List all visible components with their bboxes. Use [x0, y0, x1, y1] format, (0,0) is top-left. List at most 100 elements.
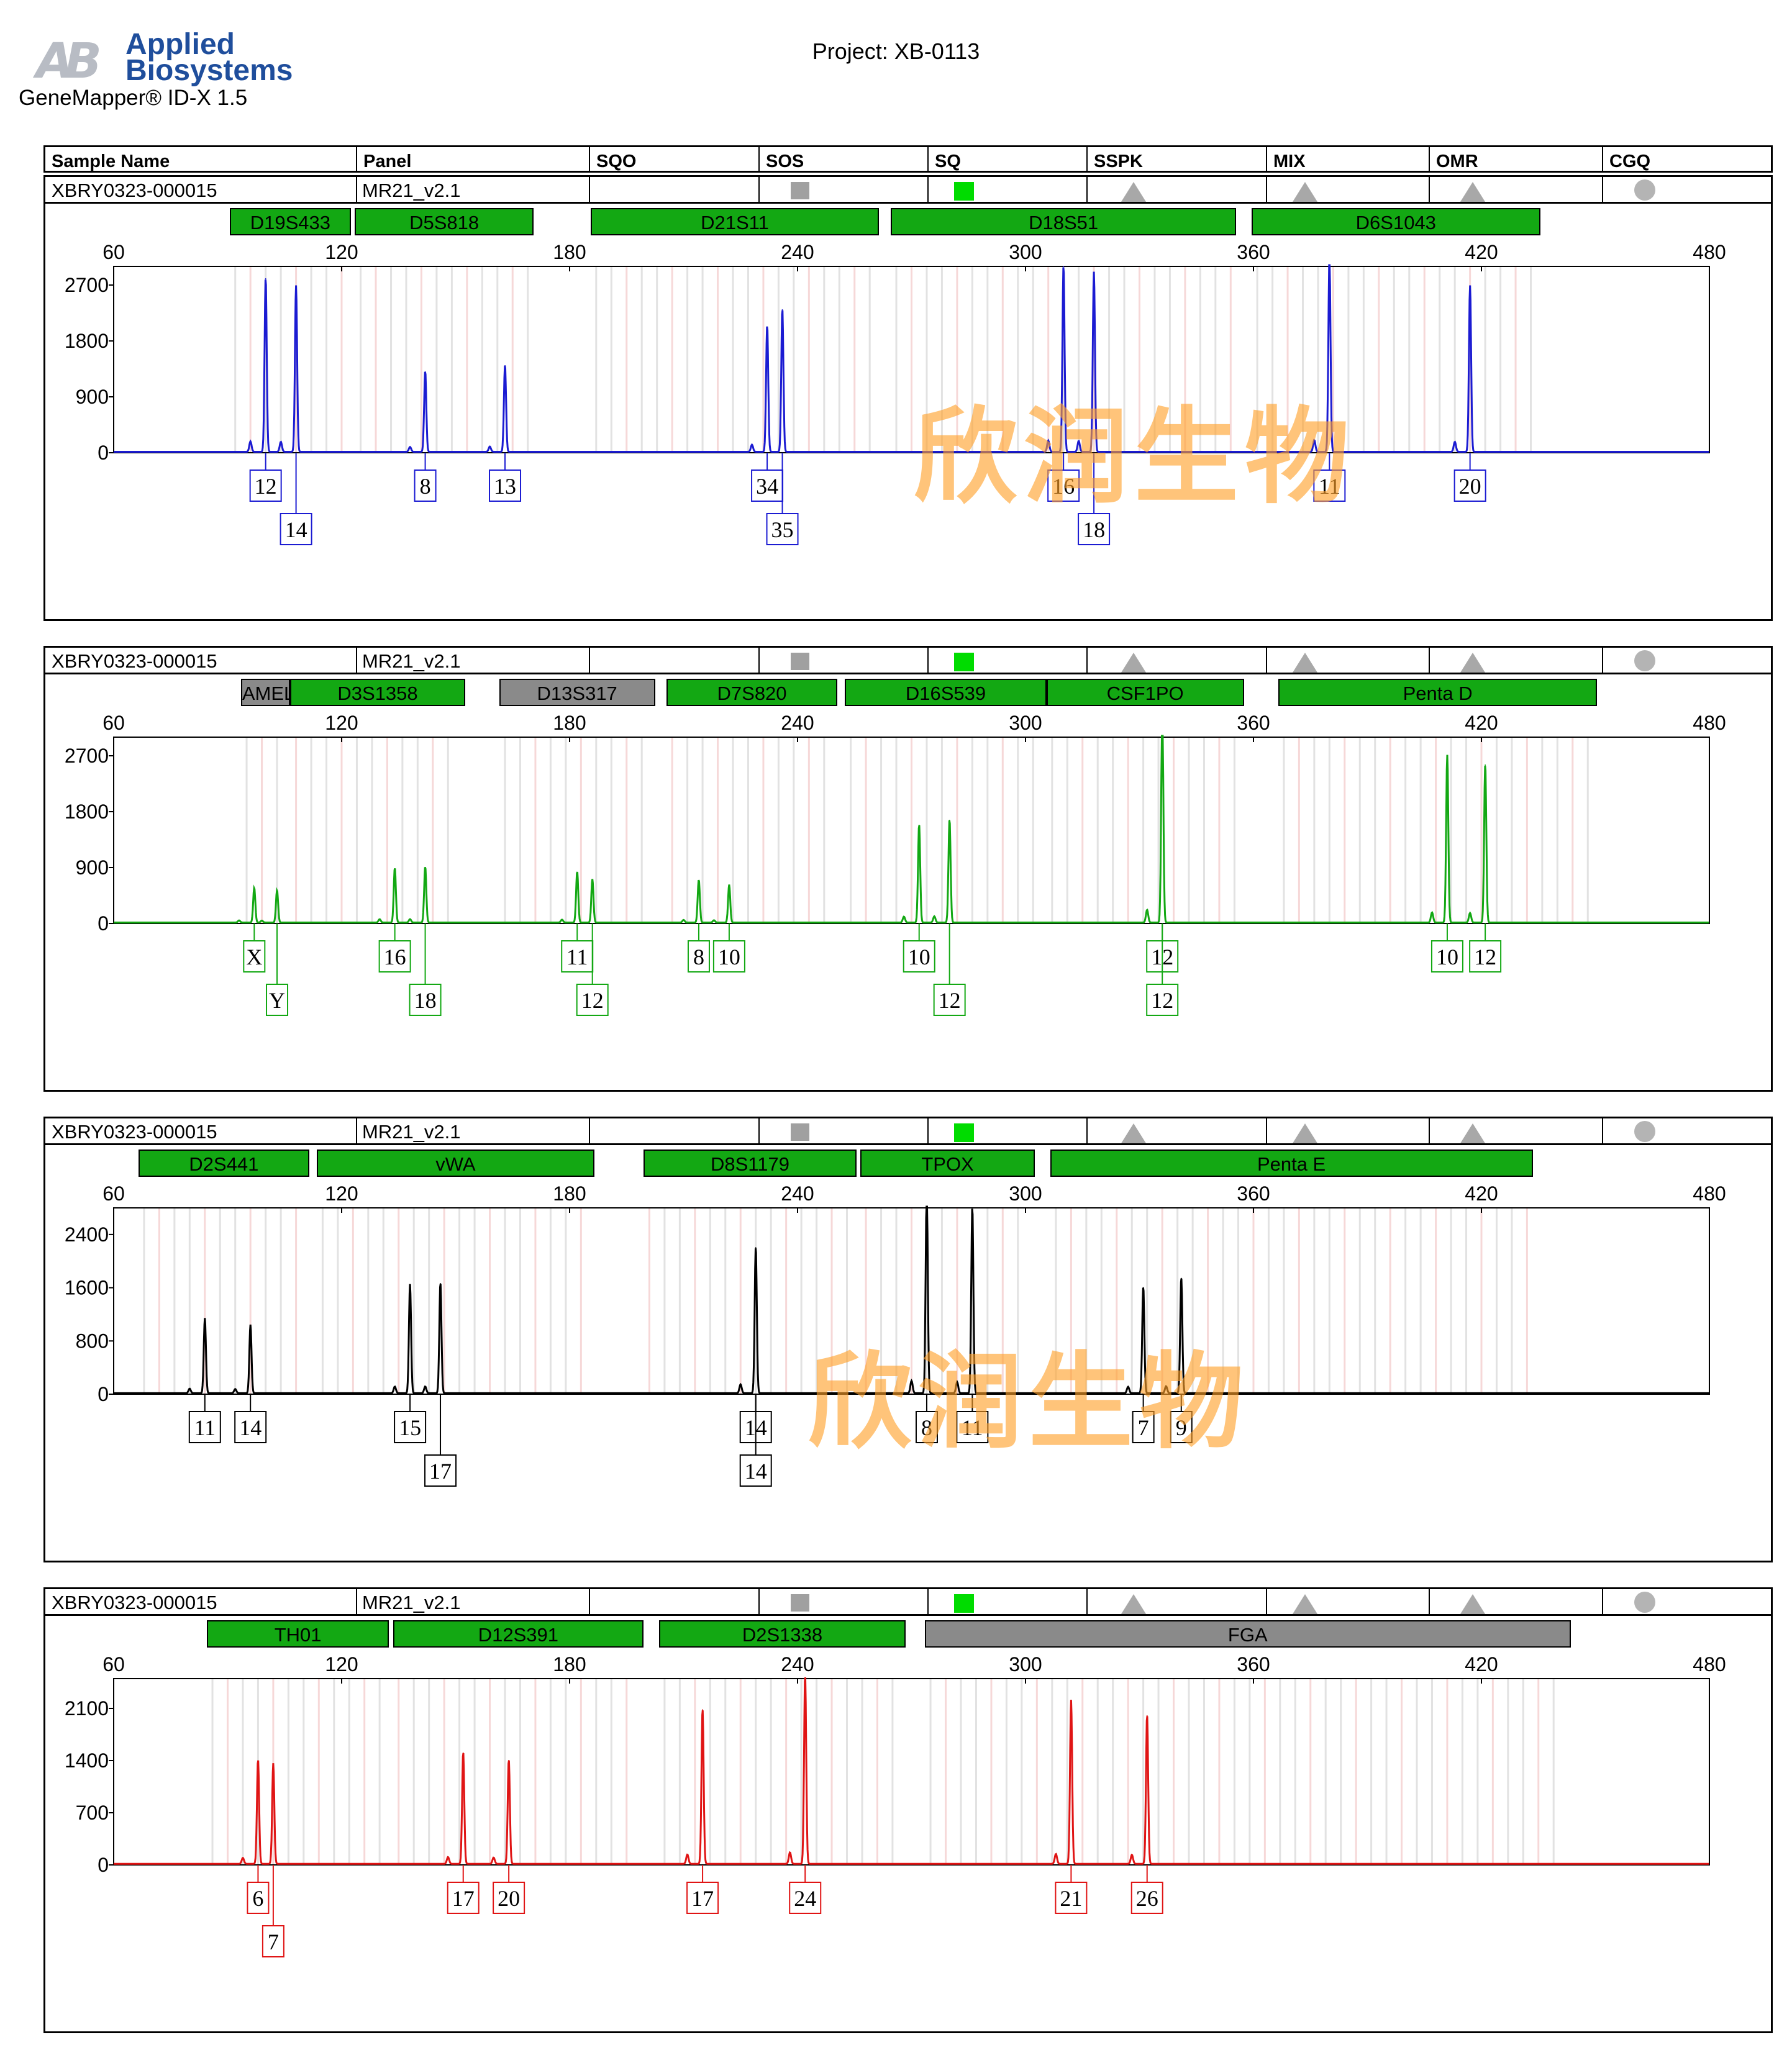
- locus-d5s818[interactable]: D5S818: [355, 208, 534, 235]
- electropherogram[interactable]: 60 120 180 240 300 360 420 480 0 700 1400 2100 67 17 2…: [45, 1651, 1771, 2024]
- locus-d13s317[interactable]: D13S317: [499, 679, 655, 706]
- gray-triangle-icon[interactable]: [1293, 653, 1317, 673]
- peak-point[interactable]: [409, 1284, 411, 1286]
- peak-point[interactable]: [440, 1283, 442, 1285]
- peak-point[interactable]: [804, 1678, 806, 1679]
- locus-vwa[interactable]: vWA: [317, 1149, 594, 1177]
- sample-info-row[interactable]: XBRY0323-000015 MR21_v2.1: [45, 177, 1771, 204]
- allele-label-box[interactable]: [687, 940, 710, 973]
- allele-label-box[interactable]: [1132, 1411, 1155, 1443]
- allele-label-box[interactable]: [394, 1411, 427, 1443]
- allele-label-box[interactable]: [424, 1454, 457, 1487]
- allele-label-box[interactable]: [1055, 1882, 1088, 1914]
- peak-point[interactable]: [702, 1709, 704, 1711]
- allele-label-box[interactable]: [489, 469, 522, 502]
- allele-label-box[interactable]: [561, 940, 594, 973]
- sample-info-row[interactable]: XBRY0323-000015 MR21_v2.1: [45, 1118, 1771, 1145]
- allele-label-box[interactable]: [766, 513, 799, 545]
- peak-point[interactable]: [948, 820, 950, 821]
- gray-square-icon[interactable]: [791, 182, 809, 199]
- peak-point[interactable]: [766, 334, 768, 335]
- peak-point[interactable]: [918, 825, 920, 826]
- locus-d7s820[interactable]: D7S820: [666, 679, 838, 706]
- gray-triangle-icon[interactable]: [1121, 1594, 1146, 1614]
- locus-d8s1179[interactable]: D8S1179: [644, 1149, 857, 1177]
- allele-label-box[interactable]: [739, 1454, 772, 1487]
- peak-point[interactable]: [1329, 266, 1330, 267]
- locus-penta-d[interactable]: Penta D: [1278, 679, 1598, 706]
- allele-label-box[interactable]: [493, 1882, 525, 1914]
- column-header-omr[interactable]: OMR: [1429, 147, 1602, 171]
- allele-label-box[interactable]: [1469, 940, 1502, 973]
- column-header-sq[interactable]: SQ: [927, 147, 1086, 171]
- peak-point[interactable]: [257, 1766, 259, 1767]
- peak-point[interactable]: [971, 1207, 973, 1208]
- allele-label-box[interactable]: [903, 940, 935, 973]
- allele-label-box[interactable]: [712, 940, 745, 973]
- locus-penta-e[interactable]: Penta E: [1050, 1149, 1533, 1177]
- sample-info-row[interactable]: XBRY0323-000015 MR21_v2.1: [45, 648, 1771, 674]
- locus-d16s539[interactable]: D16S539: [845, 679, 1047, 706]
- allele-label-box[interactable]: [915, 1411, 938, 1443]
- column-header-cgq[interactable]: CGQ: [1602, 147, 1775, 171]
- peak-point[interactable]: [1446, 755, 1448, 756]
- gray-triangle-icon[interactable]: [1460, 653, 1485, 673]
- peak-point[interactable]: [1093, 272, 1095, 273]
- allele-label-box[interactable]: [1047, 469, 1080, 502]
- allele-label-box[interactable]: [686, 1882, 719, 1914]
- allele-label-box[interactable]: [576, 984, 609, 1016]
- peak-point[interactable]: [576, 874, 578, 876]
- gray-square-icon[interactable]: [791, 1123, 809, 1141]
- allele-label-box[interactable]: [234, 1411, 267, 1443]
- peak-point[interactable]: [1070, 1700, 1072, 1702]
- peak-point[interactable]: [394, 868, 396, 869]
- green-square-icon[interactable]: [954, 1123, 974, 1142]
- gray-triangle-icon[interactable]: [1121, 1123, 1146, 1143]
- gray-triangle-icon[interactable]: [1460, 1123, 1485, 1143]
- peak-point[interactable]: [698, 880, 699, 881]
- peak-point[interactable]: [462, 1753, 464, 1754]
- peak-point[interactable]: [728, 885, 730, 886]
- column-header-panel[interactable]: Panel: [356, 147, 589, 171]
- peak-point[interactable]: [250, 1325, 252, 1326]
- peak-point[interactable]: [1180, 1277, 1182, 1279]
- locus-d2s1338[interactable]: D2S1338: [658, 1620, 906, 1648]
- allele-label-box[interactable]: [1170, 1411, 1193, 1443]
- gray-triangle-icon[interactable]: [1121, 653, 1146, 673]
- peak-point[interactable]: [204, 1318, 206, 1320]
- locus-amel[interactable]: AMEL: [240, 679, 291, 706]
- allele-label-box[interactable]: [933, 984, 966, 1016]
- allele-label-box[interactable]: [247, 1882, 270, 1914]
- gray-triangle-icon[interactable]: [1460, 1594, 1485, 1614]
- column-header-sspk[interactable]: SSPK: [1086, 147, 1266, 171]
- green-square-icon[interactable]: [954, 653, 974, 671]
- allele-label-box[interactable]: [280, 513, 312, 545]
- locus-d6s1043[interactable]: D6S1043: [1251, 208, 1540, 235]
- peak-point[interactable]: [1063, 266, 1065, 267]
- locus-tpox[interactable]: TPOX: [860, 1149, 1035, 1177]
- gray-circle-icon[interactable]: [1634, 650, 1655, 671]
- gray-triangle-icon[interactable]: [1460, 182, 1485, 202]
- allele-label-box[interactable]: [1130, 1882, 1163, 1914]
- allele-label-box[interactable]: [447, 1882, 480, 1914]
- allele-label-box[interactable]: [378, 940, 411, 973]
- peak-point[interactable]: [424, 867, 426, 868]
- electropherogram[interactable]: 60 120 180 240 300 360 420 480 0 800 1600 2400 11 14 1…: [45, 1181, 1771, 1553]
- allele-label-box[interactable]: [956, 1411, 989, 1443]
- peak-point[interactable]: [1162, 737, 1163, 738]
- peak-point[interactable]: [926, 1207, 927, 1208]
- allele-label-box[interactable]: [1078, 513, 1111, 545]
- allele-label-box[interactable]: [414, 469, 437, 502]
- peak-point[interactable]: [755, 1247, 757, 1249]
- gray-square-icon[interactable]: [791, 1594, 809, 1612]
- peak-point[interactable]: [1485, 764, 1486, 766]
- peak-point[interactable]: [424, 371, 426, 373]
- locus-d12s391[interactable]: D12S391: [393, 1620, 644, 1648]
- peak-point[interactable]: [1142, 1287, 1144, 1289]
- gray-circle-icon[interactable]: [1634, 1121, 1655, 1142]
- gray-square-icon[interactable]: [791, 653, 809, 670]
- gray-circle-icon[interactable]: [1634, 179, 1655, 201]
- locus-csf1po[interactable]: CSF1PO: [1046, 679, 1244, 706]
- peak-point[interactable]: [253, 888, 255, 889]
- gray-circle-icon[interactable]: [1634, 1592, 1655, 1613]
